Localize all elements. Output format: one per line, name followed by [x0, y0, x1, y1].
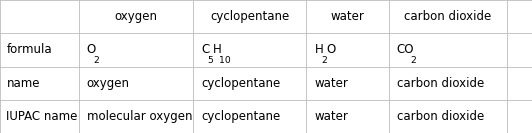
Text: IUPAC name: IUPAC name	[6, 110, 78, 123]
Text: 5: 5	[207, 56, 213, 65]
Text: O: O	[87, 43, 96, 56]
Text: carbon dioxide: carbon dioxide	[397, 110, 484, 123]
Text: cyclopentane: cyclopentane	[210, 10, 289, 23]
Text: molecular oxygen: molecular oxygen	[87, 110, 192, 123]
Text: carbon dioxide: carbon dioxide	[404, 10, 492, 23]
Text: oxygen: oxygen	[87, 77, 130, 90]
Text: 2: 2	[321, 56, 327, 65]
Text: formula: formula	[6, 43, 52, 56]
Text: 2: 2	[410, 56, 415, 65]
Text: 2: 2	[93, 56, 99, 65]
Text: cyclopentane: cyclopentane	[201, 110, 280, 123]
Text: name: name	[6, 77, 40, 90]
Text: carbon dioxide: carbon dioxide	[397, 77, 484, 90]
Text: CO: CO	[397, 43, 414, 56]
Text: H: H	[213, 43, 221, 56]
Text: C: C	[201, 43, 210, 56]
Text: O: O	[326, 43, 335, 56]
Text: water: water	[314, 110, 348, 123]
Text: oxygen: oxygen	[114, 10, 157, 23]
Text: water: water	[331, 10, 364, 23]
Text: water: water	[314, 77, 348, 90]
Text: cyclopentane: cyclopentane	[201, 77, 280, 90]
Text: H: H	[314, 43, 323, 56]
Text: 10: 10	[219, 56, 231, 65]
